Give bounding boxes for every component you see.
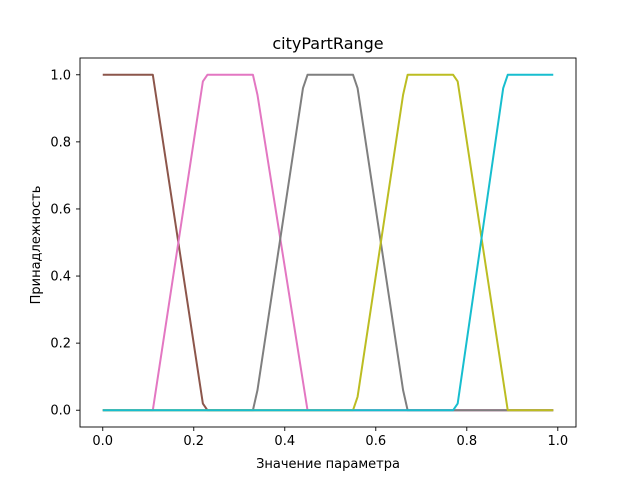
y-tick-label: 0.4: [50, 270, 71, 285]
series-line-term2: [102, 73, 554, 412]
axes-frame: [79, 57, 577, 428]
series-line-term5: [102, 73, 554, 412]
y-tick-label: 0.2: [50, 337, 71, 352]
series-line-term3: [102, 73, 554, 412]
x-tick-label: 0.6: [365, 434, 386, 449]
plot-area: 0.0 0.2 0.4 0.6 0.8 1.0 0.0 0.2 0.4 0.6 0.8 1.0: [50, 57, 577, 449]
y-tick-label: 0.8: [50, 135, 71, 150]
chart-title: cityPartRange: [272, 34, 383, 53]
x-tick-label: 0.0: [92, 434, 113, 449]
x-axis-label: Значение параметра: [256, 457, 400, 472]
x-tick-label: 0.4: [274, 434, 295, 449]
x-tick-label: 0.8: [456, 434, 477, 449]
y-axis-label: Принадлежность: [29, 186, 44, 305]
y-tick-label: 0.6: [50, 202, 71, 217]
x-tick-label: 0.2: [183, 434, 204, 449]
y-tick-label: 0.0: [50, 404, 71, 419]
y-tick-label: 1.0: [50, 68, 71, 83]
series-line-term4: [102, 73, 554, 412]
x-tick-label: 1.0: [547, 434, 568, 449]
